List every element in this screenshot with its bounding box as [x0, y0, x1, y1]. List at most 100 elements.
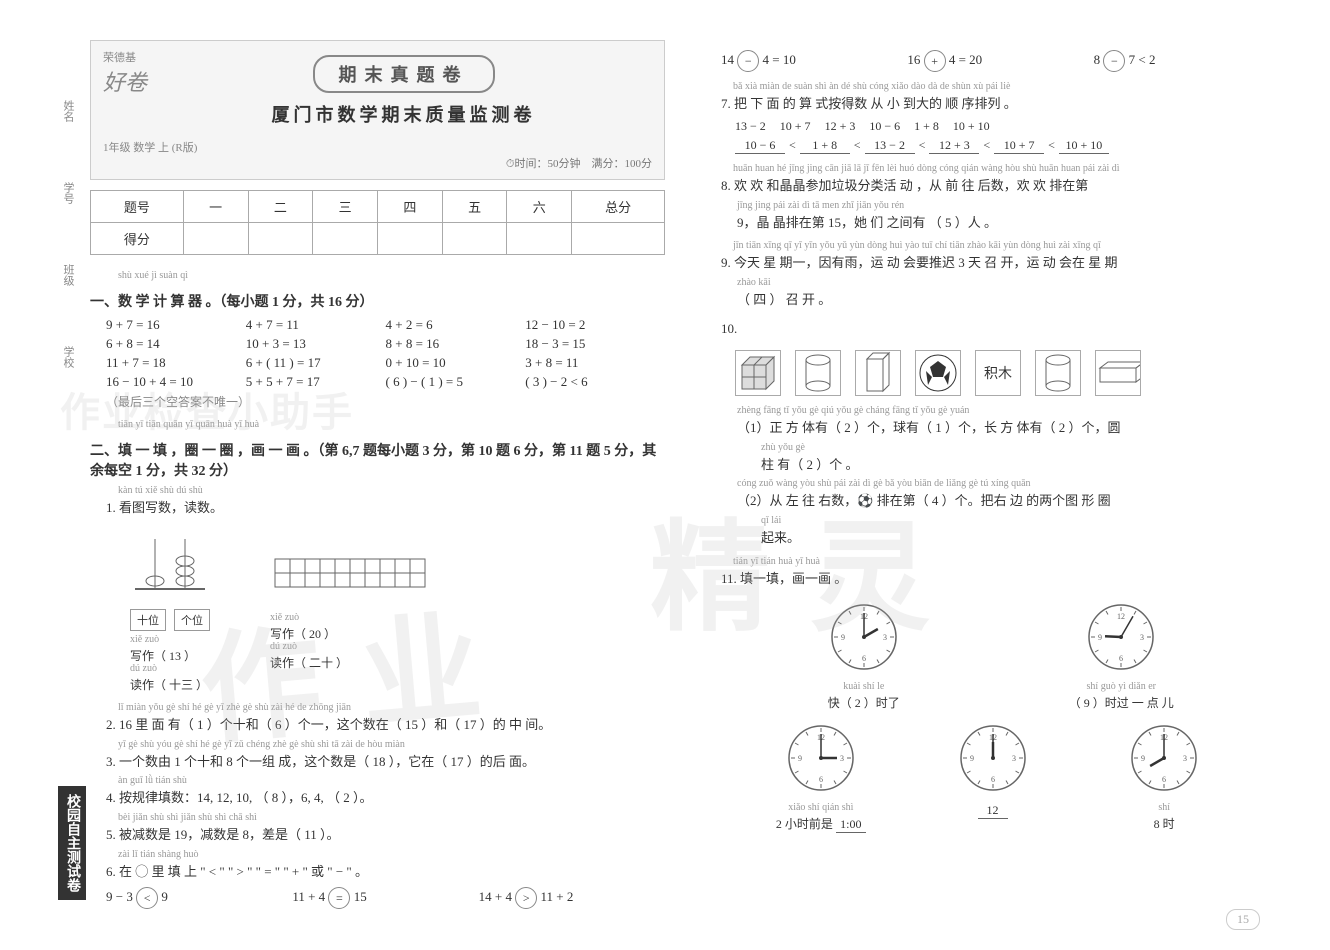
- cuboid-icon: [855, 350, 901, 396]
- svg-text:3: 3: [1183, 754, 1187, 763]
- svg-text:9: 9: [970, 754, 974, 763]
- q10-num: 10.: [721, 321, 737, 336]
- svg-text:3: 3: [840, 754, 844, 763]
- q10-s2b: 起来。: [761, 530, 800, 545]
- svg-text:3: 3: [1012, 754, 1016, 763]
- calc-item: 12 − 10 = 2: [525, 317, 665, 333]
- brand: 荣德基: [103, 49, 147, 65]
- svg-text:9: 9: [1141, 754, 1145, 763]
- score-header: 一: [183, 191, 248, 223]
- cylinder-icon: [1035, 350, 1081, 396]
- score-header: 三: [313, 191, 378, 223]
- sort-answer: <: [1048, 138, 1055, 153]
- score-cell: [248, 223, 313, 255]
- score-header: 五: [442, 191, 507, 223]
- q3: 3. 一个数由 1 个十和 8 个一组 成，这个数是（ 18 ），它在（ 17 …: [106, 754, 535, 769]
- clock-icon: 12369: [786, 723, 856, 793]
- score-cell: [507, 223, 572, 255]
- tab-name: 姓名: [60, 100, 76, 122]
- calc-item: 10 + 3 = 13: [246, 336, 386, 352]
- q6: 6. 在 ◯ 里 填 上 " < " " > " " = " " + " 或 "…: [106, 864, 368, 879]
- calc-item: 0 + 10 = 10: [386, 355, 526, 371]
- clock-icon: 12369: [1129, 723, 1199, 793]
- page-number: 15: [1226, 909, 1260, 930]
- expr: 12 + 3: [825, 119, 856, 134]
- calc-item: 6 + 8 = 14: [106, 336, 246, 352]
- clock-icon: 12369: [829, 602, 899, 672]
- calc-item: ( 3 ) − 2 < 6: [525, 374, 665, 390]
- sort-answer: 13 − 2: [865, 138, 915, 154]
- calc-item: 6 + ( 11 ) = 17: [246, 355, 386, 371]
- calc-item: ( 6 ) − ( 1 ) = 5: [386, 374, 526, 390]
- calc-item: 18 − 3 = 15: [525, 336, 665, 352]
- sort-answer: 1 + 8: [800, 138, 850, 154]
- calc-item: 3 + 8 = 11: [525, 355, 665, 371]
- cylinder-icon: [795, 350, 841, 396]
- svg-text:6: 6: [991, 775, 995, 784]
- soccer-icon: [915, 350, 961, 396]
- clock-item: 12369kuài shí le快（ 2 ）时了: [735, 602, 993, 711]
- calc-item: 9 + 7 = 16: [106, 317, 246, 333]
- clock-icon: 12369: [958, 723, 1028, 793]
- compare-item: 8 − 7 < 2: [1094, 50, 1280, 72]
- compare-item: 16 + 4 = 20: [907, 50, 1093, 72]
- clock-item: 12369 12: [907, 723, 1079, 833]
- svg-text:6: 6: [862, 654, 866, 663]
- sort-answer: 10 + 7: [994, 138, 1044, 154]
- cube-blocks-icon: [270, 529, 430, 599]
- q8: 8. 欢 欢 和晶晶参加垃圾分类活 动 ，从 前 往 后数，欢 欢 排在第: [721, 178, 1088, 193]
- title-badge: 期末真题卷: [155, 55, 652, 93]
- sort-answer: 10 − 6: [735, 138, 785, 154]
- clock-item: 12369shí8 时: [1078, 723, 1250, 833]
- expr: 1 + 8: [914, 119, 939, 134]
- score-cell: [313, 223, 378, 255]
- calc-item: 11 + 7 = 18: [106, 355, 246, 371]
- q2: 2. 16 里 面 有（ 1 ）个十和（ 6 ）个一，这个数在（ 15 ）和（ …: [106, 717, 551, 732]
- sort-answer: <: [919, 138, 926, 153]
- compare-item: 9 − 3 < 9: [106, 887, 292, 909]
- abacus-1: 十位个位 xiě zuò 写作（ 13 ） dú zuò 读作（ 十三 ）: [130, 529, 210, 693]
- sort-answer: <: [983, 138, 990, 153]
- calc-item: 16 − 10 + 4 = 10: [106, 374, 246, 390]
- expr: 13 − 2: [735, 119, 766, 134]
- abacus-icon: [130, 529, 210, 599]
- sort-answer: <: [789, 138, 796, 153]
- compare-item: 14 + 4 > 11 + 2: [479, 887, 665, 909]
- clock-icon: 12369: [1086, 602, 1156, 672]
- q4: 4. 按规律填数：14, 12, 10, （ 8 ），6, 4, （ 2 ）。: [106, 790, 373, 805]
- q8-line2: 9，晶 晶排在第 15，她 们 之间有 （ 5 ）人 。: [737, 215, 997, 230]
- sort-answer: 12 + 3: [929, 138, 979, 154]
- tab-id: 学号: [60, 182, 76, 204]
- sort-answer: 10 + 10: [1059, 138, 1109, 154]
- svg-text:12: 12: [1117, 612, 1125, 621]
- q1-text: 1. 看图写数，读数。: [106, 500, 223, 515]
- score-cell: [442, 223, 507, 255]
- shapes-row: 积木: [705, 350, 1280, 396]
- sidebar-title: 校园自主测试卷: [58, 786, 86, 900]
- q9: 9. 今天 星 期一，因有雨，运 动 会要推迟 3 天 召 开，运 动 会在 星…: [721, 255, 1118, 270]
- grade-label: 1年级 数学 上 (R版): [103, 139, 652, 155]
- block-label: 积木: [975, 350, 1021, 396]
- calc-item: 4 + 2 = 6: [386, 317, 526, 333]
- score-header: 四: [377, 191, 442, 223]
- score-header: 总分: [572, 191, 665, 223]
- score-header: 六: [507, 191, 572, 223]
- svg-text:3: 3: [1140, 633, 1144, 642]
- score-header: 二: [248, 191, 313, 223]
- svg-text:9: 9: [841, 633, 845, 642]
- cube-grid-icon: [735, 350, 781, 396]
- prism-icon: [1095, 350, 1141, 396]
- svg-text:6: 6: [1162, 775, 1166, 784]
- expr: 10 − 6: [869, 119, 900, 134]
- q10-s1: （1）正 方 体有（ 2 ）个，球有（ 1 ）个，长 方 体有（ 2 ）个，圆: [737, 420, 1121, 435]
- score-cell: [572, 223, 665, 255]
- score-cell: [183, 223, 248, 255]
- exam-header: 荣德基 好卷 期末真题卷 厦门市数学期末质量监测卷 1年级 数学 上 (R版) …: [90, 40, 665, 180]
- clock-item: 12369xiǎo shí qián shì2 小时前是 1:00: [735, 723, 907, 833]
- q9-line2: （ 四 ） 召 开 。: [737, 292, 831, 307]
- svg-text:6: 6: [819, 775, 823, 784]
- q10-s1b: 柱 有（ 2 ）个 。: [761, 457, 859, 472]
- q7: 7. 把 下 面 的 算 式按得数 从 小 到大的 顺 序排列 。: [721, 96, 1017, 111]
- compare-item: 14 − 4 = 10: [721, 50, 907, 72]
- calc-item: 4 + 7 = 11: [246, 317, 386, 333]
